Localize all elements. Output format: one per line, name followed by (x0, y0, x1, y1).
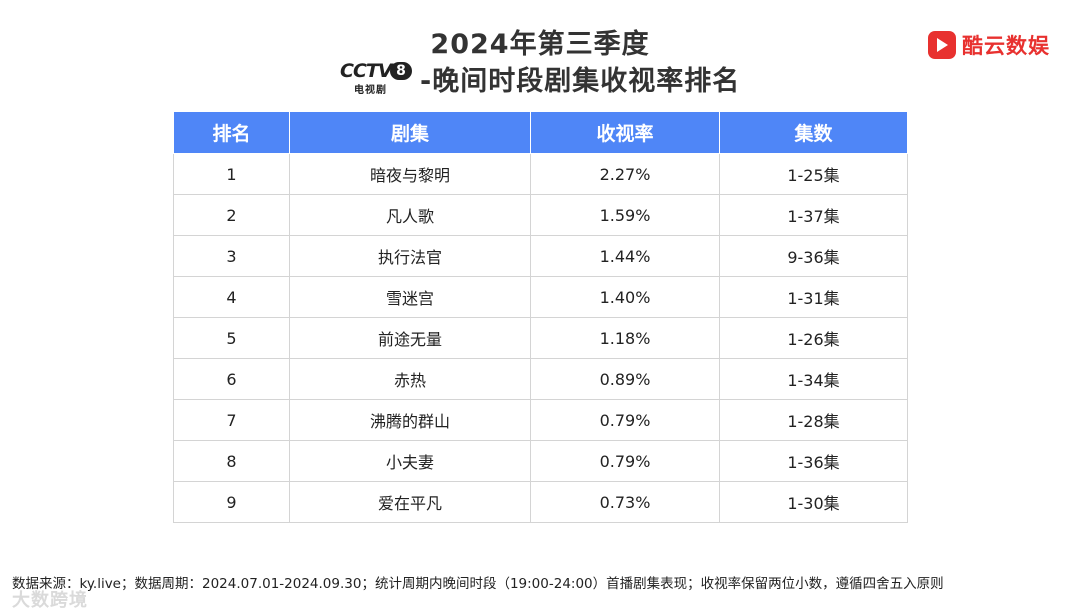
subtitle-row: CCTV 8 电视剧 -晚间时段剧集收视率排名 (340, 58, 740, 98)
cell-drama: 小夫妻 (289, 440, 531, 482)
watermark: 大数跨境 (12, 590, 88, 611)
cell-rank: 1 (173, 153, 290, 195)
cell-episodes: 1-31集 (719, 276, 908, 318)
cell-rating: 2.27% (530, 153, 720, 195)
cell-episodes: 1-25集 (719, 153, 908, 195)
header-rating: 收视率 (530, 111, 720, 154)
cell-rank: 2 (173, 194, 290, 236)
cell-rating: 1.18% (530, 317, 720, 359)
cell-drama: 赤热 (289, 358, 531, 400)
cell-drama: 凡人歌 (289, 194, 531, 236)
ranking-table: 排名 剧集 收视率 集数 1 暗夜与黎明 2.27% 1-25集 2 凡人歌 1.59% 1-… (173, 111, 908, 523)
cell-rank: 9 (173, 481, 290, 523)
cell-drama: 前途无量 (289, 317, 531, 359)
cell-episodes: 1-28集 (719, 399, 908, 441)
cell-rank: 6 (173, 358, 290, 400)
play-icon (928, 31, 956, 59)
header-rank: 排名 (173, 111, 290, 154)
cell-drama: 爱在平凡 (289, 481, 531, 523)
cell-episodes: 1-37集 (719, 194, 908, 236)
table-row: 5 前途无量 1.18% 1-26集 (173, 317, 908, 359)
cell-rating: 0.89% (530, 358, 720, 400)
page-title: 2024年第三季度 (430, 29, 650, 60)
cell-episodes: 9-36集 (719, 235, 908, 277)
cell-rating: 1.59% (530, 194, 720, 236)
cell-rating: 0.79% (530, 399, 720, 441)
cell-rank: 4 (173, 276, 290, 318)
cell-drama: 执行法官 (289, 235, 531, 277)
data-source-note: 数据来源：ky.live；数据周期：2024.07.01-2024.09.30；… (12, 576, 944, 592)
cell-rating: 0.79% (530, 440, 720, 482)
cctv-logo-text: CCTV (340, 60, 393, 82)
cell-drama: 暗夜与黎明 (289, 153, 531, 195)
brand-name: 酷云数娱 (962, 34, 1050, 58)
table-header-row: 排名 剧集 收视率 集数 (173, 111, 908, 154)
cell-drama: 沸腾的群山 (289, 399, 531, 441)
table-row: 3 执行法官 1.44% 9-36集 (173, 235, 908, 277)
brand-logo: 酷云数娱 (928, 30, 1050, 60)
page-subtitle: -晚间时段剧集收视率排名 (420, 65, 741, 97)
header-episodes: 集数 (719, 111, 908, 154)
cell-episodes: 1-30集 (719, 481, 908, 523)
cctv-channel-number: 8 (390, 62, 412, 80)
table-row: 2 凡人歌 1.59% 1-37集 (173, 194, 908, 236)
table-row: 8 小夫妻 0.79% 1-36集 (173, 440, 908, 482)
cell-rating: 1.44% (530, 235, 720, 277)
cell-episodes: 1-26集 (719, 317, 908, 359)
cell-rating: 1.40% (530, 276, 720, 318)
cell-episodes: 1-36集 (719, 440, 908, 482)
cell-drama: 雪迷宫 (289, 276, 531, 318)
cctv8-logo: CCTV 8 电视剧 (340, 60, 414, 96)
cell-rank: 5 (173, 317, 290, 359)
cell-episodes: 1-34集 (719, 358, 908, 400)
cell-rank: 3 (173, 235, 290, 277)
cctv-channel-subtitle: 电视剧 (354, 85, 387, 96)
cell-rank: 7 (173, 399, 290, 441)
cell-rating: 0.73% (530, 481, 720, 523)
table-row: 7 沸腾的群山 0.79% 1-28集 (173, 399, 908, 441)
table-row: 6 赤热 0.89% 1-34集 (173, 358, 908, 400)
cell-rank: 8 (173, 440, 290, 482)
header-drama: 剧集 (289, 111, 531, 154)
table-row: 1 暗夜与黎明 2.27% 1-25集 (173, 153, 908, 195)
table-row: 4 雪迷宫 1.40% 1-31集 (173, 276, 908, 318)
table-row: 9 爱在平凡 0.73% 1-30集 (173, 481, 908, 523)
